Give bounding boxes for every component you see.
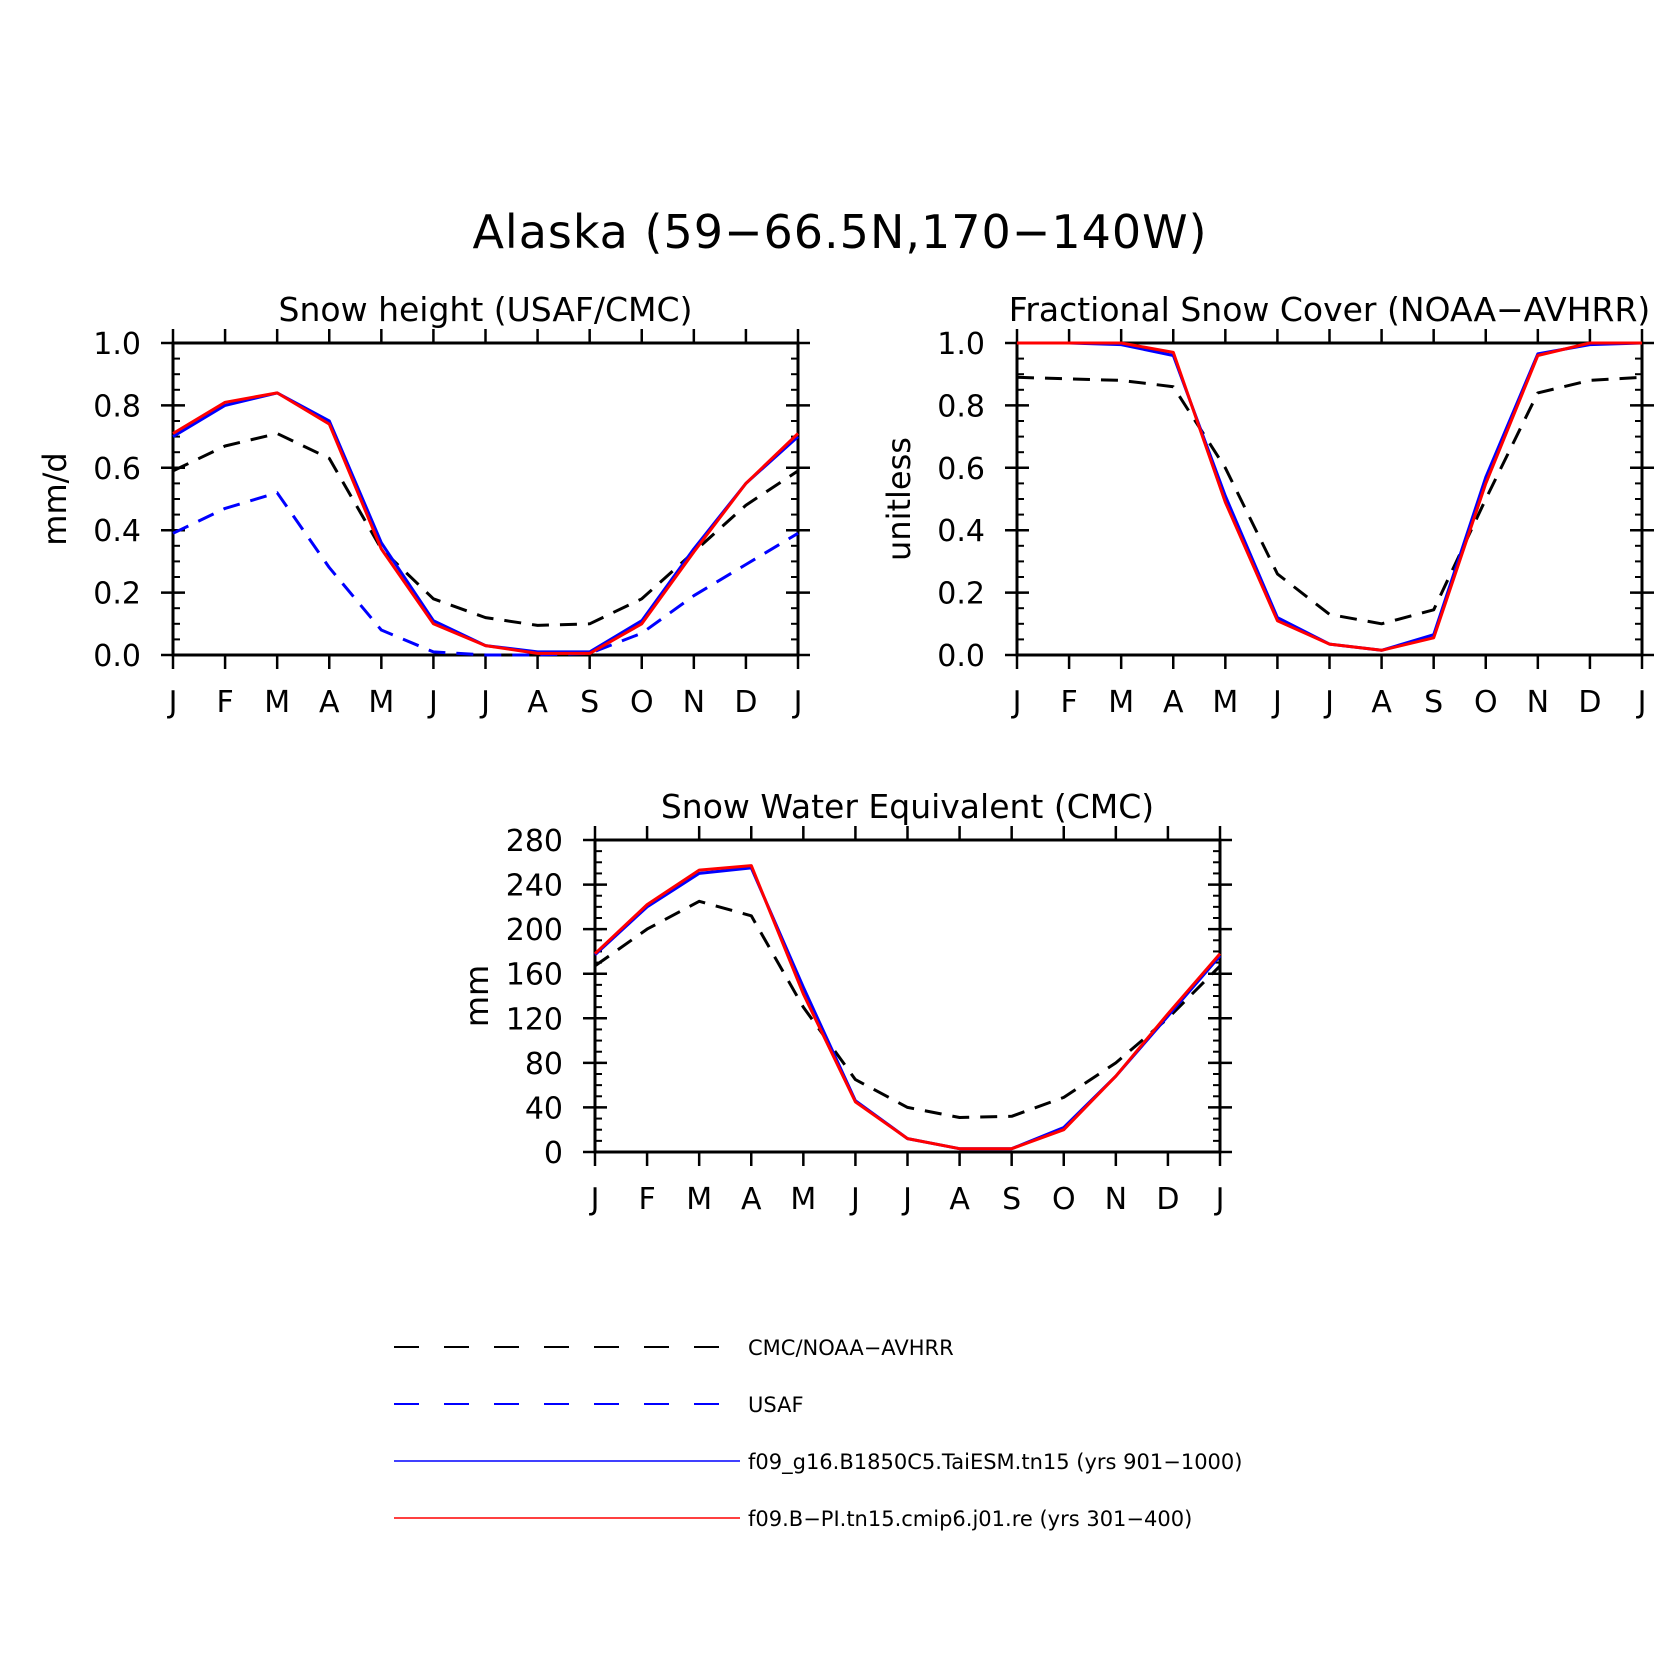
y-tick-label: 0.2 <box>93 577 141 612</box>
series-line-0 <box>594 899 1222 1119</box>
series-line-1 <box>172 491 799 657</box>
y-tick-label: 0.0 <box>937 639 985 674</box>
x-tick-label: J <box>427 685 438 720</box>
x-tick-label: F <box>216 685 233 720</box>
x-tick-label: F <box>1060 685 1077 720</box>
y-tick-label: 0.4 <box>937 514 985 549</box>
swe-panel: Snow Water Equivalent (CMC) mm 0 40 80 120 160… <box>458 787 1232 1217</box>
y-tick-label: 0.6 <box>937 452 985 487</box>
y-tick-label: 240 <box>506 869 563 904</box>
panel-title: Snow Water Equivalent (CMC) <box>661 787 1154 826</box>
y-tick-label: 280 <box>506 824 563 859</box>
x-tick-label: M <box>264 685 290 720</box>
x-tick-label: M <box>368 685 394 720</box>
y-tick-label: 40 <box>525 1091 563 1126</box>
legend-label: USAF <box>748 1393 804 1417</box>
plot-frame <box>171 341 800 657</box>
y-axis-label: mm <box>458 965 496 1027</box>
y-tick-label: 160 <box>506 958 563 993</box>
x-tick-label: N <box>1105 1182 1127 1217</box>
x-tick-label: M <box>790 1182 816 1217</box>
x-tick-label: J <box>849 1182 860 1217</box>
series-line-2 <box>1017 341 1642 652</box>
x-tick-label: J <box>479 685 490 720</box>
legend-label: f09.B−PI.tn15.cmip6.j01.re (yrs 301−400) <box>748 1507 1192 1531</box>
y-tick-label: 0.4 <box>93 514 141 549</box>
x-tick-label: D <box>1156 1182 1179 1217</box>
legend-label: f09_g16.B1850C5.TaiESM.tn15 (yrs 901−100… <box>748 1450 1242 1475</box>
x-tick-label: N <box>683 685 705 720</box>
x-tick-label: J <box>589 1182 600 1217</box>
x-tick-label: O <box>1052 1182 1076 1217</box>
x-tick-label: A <box>1371 685 1392 720</box>
x-tick-label: A <box>741 1182 762 1217</box>
plot-frame <box>593 838 1222 1154</box>
x-tick-label: O <box>1474 685 1498 720</box>
series-line-2 <box>593 864 1222 1151</box>
figure-title: Alaska (59−66.5N,170−140W) <box>472 205 1208 259</box>
x-tick-label: J <box>792 685 803 720</box>
series-line-0 <box>1016 375 1643 626</box>
x-tick-label: S <box>580 685 599 720</box>
x-tick-label: A <box>527 685 548 720</box>
y-tick-label: 0.2 <box>937 577 985 612</box>
y-tick-label: 80 <box>525 1047 563 1082</box>
x-tick-label: F <box>638 1182 655 1217</box>
y-tick-label: 0 <box>544 1136 563 1171</box>
x-tick-label: D <box>734 685 757 720</box>
y-tick-label: 200 <box>506 913 563 948</box>
snow-cover-panel: Fractional Snow Cover (NOAA−AVHRR) unitle… <box>880 290 1654 720</box>
x-tick-label: J <box>901 1182 912 1217</box>
x-tick-label: J <box>1271 685 1282 720</box>
y-axis-label: mm/d <box>36 452 74 545</box>
x-tick-label: N <box>1527 685 1549 720</box>
x-tick-label: M <box>1212 685 1238 720</box>
x-tick-label: J <box>1011 685 1022 720</box>
series-line-0 <box>172 432 799 627</box>
x-tick-label: A <box>319 685 340 720</box>
series-line-3 <box>172 391 800 655</box>
y-tick-label: 0.6 <box>93 452 141 487</box>
y-tick-label: 1.0 <box>937 327 985 362</box>
snow-height-panel: Snow height (USAF/CMC) mm/d 0.0 0.2 0.4 0.6 0.… <box>36 290 810 720</box>
x-tick-label: A <box>949 1182 970 1217</box>
x-tick-label: S <box>1002 1182 1021 1217</box>
y-axis-label: unitless <box>880 437 918 561</box>
x-tick-label: O <box>630 685 654 720</box>
x-tick-label: A <box>1163 685 1184 720</box>
x-tick-label: M <box>686 1182 712 1217</box>
y-tick-label: 0.8 <box>93 389 141 424</box>
panel-title: Fractional Snow Cover (NOAA−AVHRR) <box>1009 290 1651 329</box>
legend-label: CMC/NOAA−AVHRR <box>748 1336 954 1360</box>
x-tick-label: D <box>1578 685 1601 720</box>
y-tick-label: 120 <box>506 1002 563 1037</box>
panel-title: Snow height (USAF/CMC) <box>279 290 693 329</box>
x-tick-label: J <box>1636 685 1647 720</box>
x-tick-label: J <box>1323 685 1334 720</box>
legend: CMC/NOAA−AVHRR USAF f09_g16.B1850C5.TaiESM… <box>394 1336 1242 1531</box>
x-tick-label: S <box>1424 685 1443 720</box>
x-tick-label: M <box>1108 685 1134 720</box>
x-tick-label: J <box>1214 1182 1225 1217</box>
y-tick-label: 0.8 <box>937 389 985 424</box>
y-tick-label: 0.0 <box>93 639 141 674</box>
series-line-2 <box>172 391 800 654</box>
x-tick-label: J <box>167 685 178 720</box>
y-tick-label: 1.0 <box>93 327 141 362</box>
